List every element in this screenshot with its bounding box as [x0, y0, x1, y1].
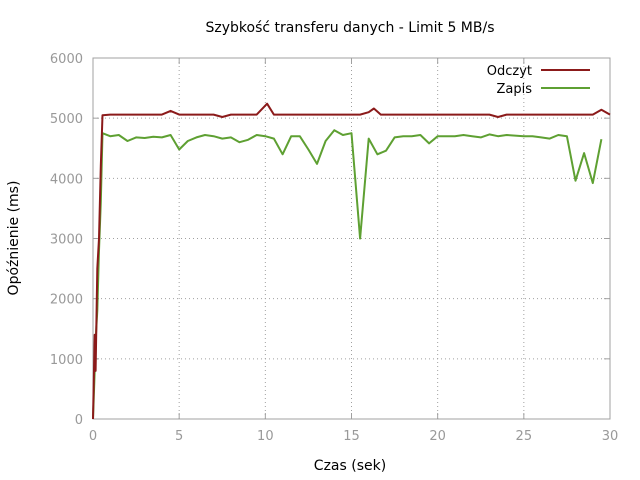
- y-axis-label: Opóźnienie (ms): [6, 181, 22, 296]
- legend-label-odczyt: Odczyt: [487, 64, 532, 79]
- chart-title: Szybkość transferu danych - Limit 5 MB/s: [206, 20, 495, 36]
- y-tick-label: 4000: [50, 172, 83, 187]
- y-tick-label: 1000: [50, 353, 83, 368]
- x-tick-label: 15: [343, 429, 360, 444]
- legend-label-zapis: Zapis: [496, 82, 532, 97]
- y-tick-label: 3000: [50, 233, 83, 248]
- y-tick-label: 2000: [50, 293, 83, 308]
- x-tick-label: 25: [516, 429, 533, 444]
- x-tick-label: 10: [257, 429, 274, 444]
- y-tick-label: 0: [75, 413, 83, 428]
- grid: [93, 58, 610, 419]
- axis-ticks: 0 1000 2000 3000 4000 5000 6000 0 5 10 15 20 25 30: [50, 52, 618, 444]
- x-tick-label: 30: [602, 429, 619, 444]
- x-tick-label: 20: [429, 429, 446, 444]
- series-line-zapis: [92, 129, 603, 420]
- x-tick-label: 0: [89, 429, 97, 444]
- y-tick-label: 5000: [50, 112, 83, 127]
- y-tick-label: 6000: [50, 52, 83, 67]
- series-lines: [92, 102, 611, 420]
- legend: Odczyt Zapis: [487, 64, 590, 97]
- x-tick-label: 5: [175, 429, 183, 444]
- series-line-odczyt: [92, 102, 611, 420]
- x-axis-label: Czas (sek): [314, 458, 386, 474]
